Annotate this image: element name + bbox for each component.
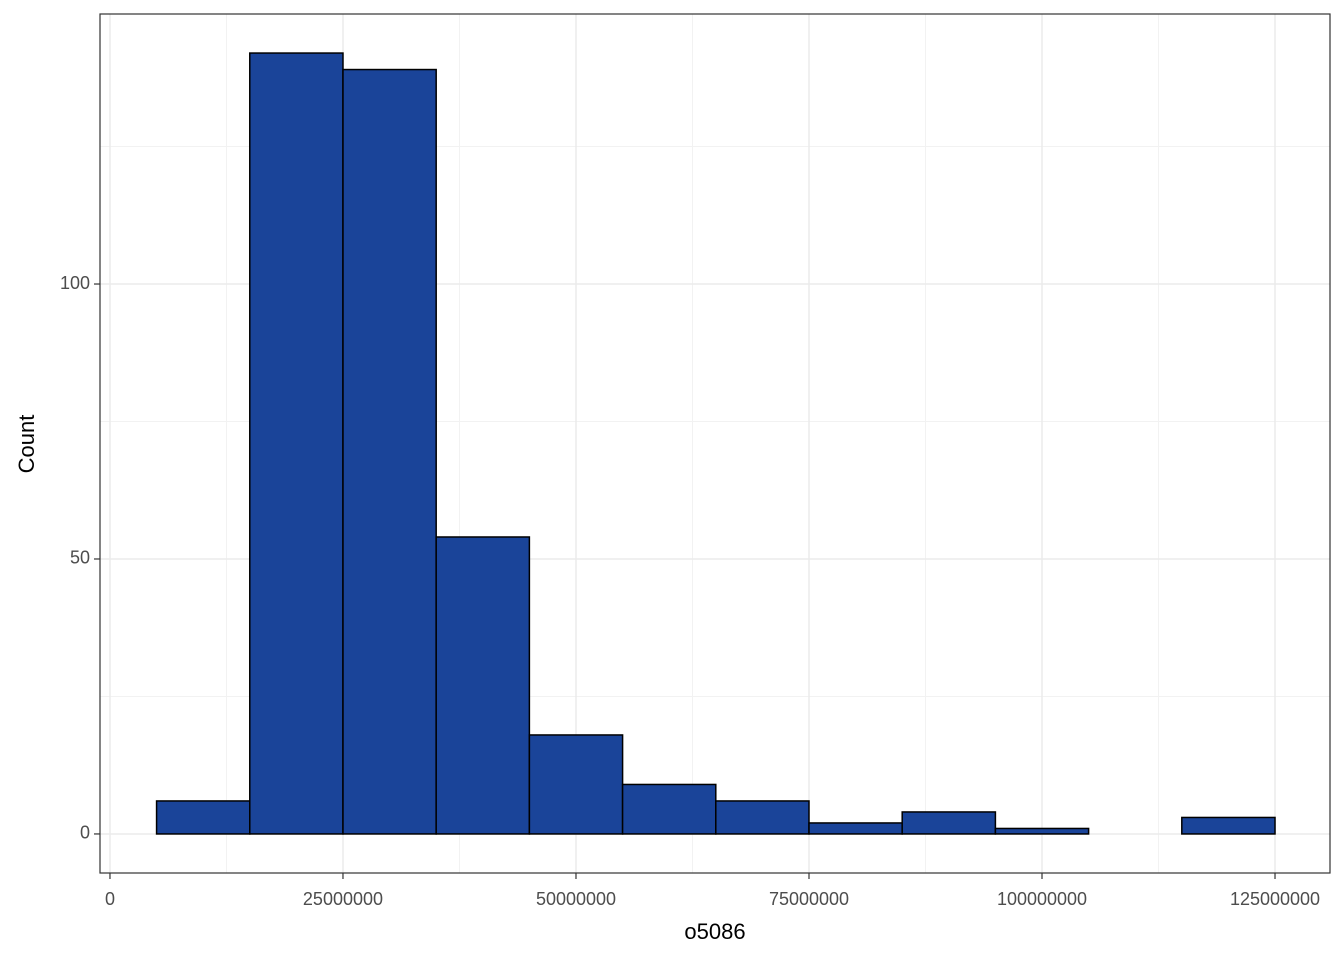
bar bbox=[249, 52, 344, 835]
axes: 0 50 100 0 25000000 50000000 75000000 100000000… bbox=[60, 273, 1320, 909]
x-tick-label: 25000000 bbox=[303, 889, 383, 909]
bar bbox=[342, 68, 437, 835]
x-tick-label: 75000000 bbox=[769, 889, 849, 909]
y-tick-label: 50 bbox=[70, 548, 90, 568]
bar bbox=[994, 827, 1090, 835]
x-tick-label: 50000000 bbox=[536, 889, 616, 909]
x-tick-label: 100000000 bbox=[997, 889, 1087, 909]
bar bbox=[715, 800, 810, 835]
bar bbox=[1181, 816, 1276, 835]
y-axis-title: Count bbox=[14, 415, 39, 474]
bar bbox=[901, 811, 997, 835]
bar bbox=[435, 536, 531, 835]
panel-border bbox=[99, 13, 1331, 874]
y-tick-label: 100 bbox=[60, 273, 90, 293]
bar bbox=[528, 734, 624, 835]
bar bbox=[621, 783, 717, 835]
bar bbox=[808, 822, 903, 835]
bar bbox=[155, 800, 251, 835]
x-tick-label: 0 bbox=[105, 889, 115, 909]
x-axis-title: o5086 bbox=[684, 919, 745, 944]
x-tick-label: 125000000 bbox=[1230, 889, 1320, 909]
bars bbox=[155, 52, 1276, 835]
y-tick-label: 0 bbox=[80, 823, 90, 843]
